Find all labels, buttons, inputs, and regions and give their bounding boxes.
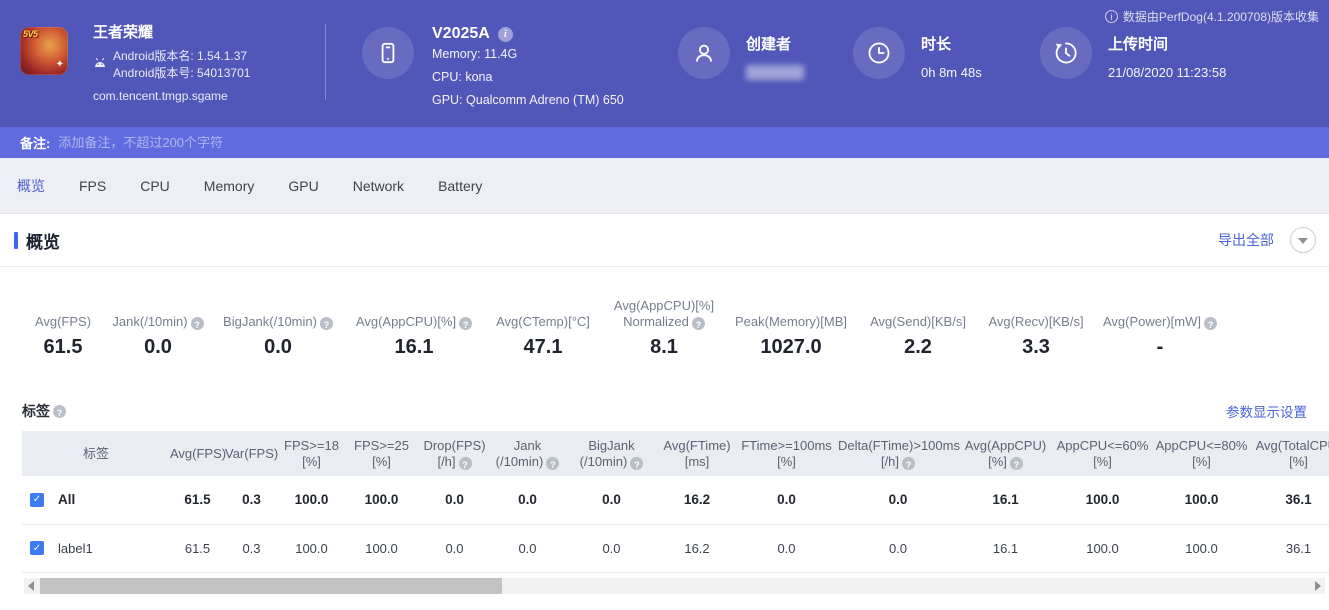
tab-overview[interactable]: 概览 [17, 177, 45, 194]
android-version-code: Android版本号: 54013701 [113, 66, 251, 80]
tab-bar: 概览 FPS CPU Memory GPU Network Battery [0, 158, 1329, 214]
device-memory: Memory: 11.4G [432, 47, 518, 61]
help-icon[interactable] [458, 456, 472, 470]
metric-jank: Jank(/10min) 0.0 [108, 294, 208, 359]
metric-peak-memory: Peak(Memory)[MB] 1027.0 [735, 314, 847, 358]
metric-avg-recv: Avg(Recv)[KB/s] 3.3 [988, 314, 1084, 358]
tab-fps[interactable]: FPS [79, 177, 107, 194]
labels-title: 标签 [22, 403, 50, 419]
report-header: 5V5 王者荣耀 Android版本名: 1.54.1.37 Android版本… [0, 0, 1329, 127]
tab-memory[interactable]: Memory [203, 177, 255, 194]
col-fps-ge25: FPS>=25 [%] [354, 437, 409, 469]
scroll-right-arrow[interactable] [1315, 580, 1321, 591]
tab-network[interactable]: Network [352, 177, 405, 194]
game-app-icon: 5V5 [20, 27, 68, 75]
export-all-link[interactable]: 导出全部 [1218, 232, 1274, 248]
help-icon[interactable] [190, 317, 204, 330]
note-label: 备注: [20, 136, 51, 151]
android-icon [93, 57, 107, 69]
phone-icon [362, 27, 414, 79]
collected-by-note: 数据由PerfDog(4.1.200708)版本收集 [1104, 8, 1319, 25]
tab-cpu[interactable]: CPU [140, 177, 170, 194]
col-avg-ftime: Avg(FTime) [ms] [663, 437, 731, 469]
overview-metrics: Avg(FPS) 61.5 Jank(/10min) 0.0 BigJank(/… [0, 294, 1329, 359]
device-model: V2025A [432, 25, 490, 42]
person-icon [678, 27, 730, 79]
col-label: 标签 [82, 445, 109, 461]
col-delta-ftime: Delta(FTime)>100ms [/h] [838, 431, 960, 476]
metric-avg-appcpu: Avg(AppCPU)[%] 16.1 [348, 294, 480, 359]
checkbox-checked[interactable] [30, 541, 44, 555]
help-icon[interactable] [691, 317, 705, 330]
horizontal-scrollbar[interactable] [24, 577, 1325, 594]
row-name: label1 [58, 540, 93, 556]
metric-avg-send: Avg(Send)[KB/s] 2.2 [870, 314, 966, 358]
table-row-label1: label1 61.5 0.3 100.0 100.0 0.0 0.0 0.0 … [22, 524, 1329, 572]
col-avg-fps: Avg(FPS) [170, 445, 227, 461]
clock-icon [853, 27, 905, 79]
help-icon[interactable] [1009, 456, 1023, 470]
metric-avg-fps: Avg(FPS) 61.5 [34, 314, 92, 358]
help-icon[interactable] [546, 456, 560, 470]
section-marker [14, 231, 18, 249]
info-icon [1104, 10, 1118, 23]
note-bar: 备注: [0, 127, 1329, 158]
overview-section-header: 概览 导出全部 [0, 214, 1329, 267]
collapse-button[interactable] [1290, 227, 1316, 253]
note-input[interactable] [58, 135, 699, 150]
help-icon[interactable] [630, 456, 644, 470]
metric-avg-ctemp: Avg(CTemp)[°C] 47.1 [496, 314, 590, 358]
android-version-name: Android版本名: 1.54.1.37 [113, 49, 248, 63]
5v5-badge: 5V5 [23, 29, 38, 39]
metric-avg-power: Avg(Power)[mW] - [1096, 294, 1224, 359]
row-name: All [58, 492, 76, 508]
duration-label: 时长 [921, 36, 952, 53]
creator-name-redacted [746, 65, 804, 80]
tab-battery[interactable]: Battery [438, 177, 483, 194]
table-header-row: 标签 Avg(FPS) Var(FPS) FPS>=18 [%] FPS>=25[… [22, 431, 1329, 476]
metric-avg-appcpu-normalized: Avg(AppCPU)[%]Normalized 8.1 [606, 294, 722, 359]
col-jank: Jank (/10min) [491, 431, 564, 476]
help-icon[interactable] [459, 317, 473, 330]
duration-value: 0h 8m 48s [921, 65, 982, 80]
col-appcpu-le60: AppCPU<=60% [%] [1056, 437, 1149, 469]
upload-time-label: 上传时间 [1108, 36, 1169, 53]
col-var-fps: Var(FPS) [225, 445, 279, 461]
row-label-cell: label1 [22, 524, 170, 572]
history-clock-icon [1040, 27, 1092, 79]
row-label-cell: All [22, 476, 170, 524]
scrollbar-thumb[interactable] [40, 577, 502, 594]
scroll-left-arrow[interactable] [28, 580, 34, 591]
col-bigjank: BigJank (/10min) [564, 431, 659, 476]
package-name: com.tencent.tmgp.sgame [93, 89, 228, 103]
header-divider [325, 24, 326, 100]
labels-table: 标签 Avg(FPS) Var(FPS) FPS>=18 [%] FPS>=25[… [22, 431, 1329, 573]
metric-bigjank: BigJank(/10min) 0.0 [208, 294, 348, 359]
help-icon[interactable] [319, 317, 333, 330]
labels-section-header: 标签 参数显示设置 [0, 401, 1329, 421]
col-ftime-ge100: FTime>=100ms [%] [741, 437, 832, 469]
device-gpu: GPU: Qualcomm Adreno (TM) 650 [432, 93, 624, 107]
help-icon[interactable] [902, 456, 916, 470]
col-avg-totalcpu: Avg(TotalCPU)[%] [1255, 437, 1329, 469]
app-name: 王者荣耀 [93, 24, 154, 41]
section-title: 概览 [26, 232, 60, 252]
tab-gpu[interactable]: GPU [288, 177, 319, 194]
col-fps-ge18: FPS>=18 [%] [284, 437, 339, 469]
device-cpu: CPU: kona [432, 70, 493, 84]
help-icon[interactable] [1204, 317, 1217, 330]
info-icon[interactable] [497, 26, 513, 42]
col-appcpu-le80: AppCPU<=80% [%] [1155, 437, 1248, 469]
checkbox-checked[interactable] [30, 492, 44, 507]
creator-label: 创建者 [746, 36, 792, 53]
help-icon[interactable] [53, 404, 66, 418]
col-drop-fps: Drop(FPS) [/h] [418, 431, 491, 476]
parameter-display-settings-link[interactable]: 参数显示设置 [1226, 405, 1307, 420]
table-row-all: All 61.5 0.3 100.0 100.0 0.0 0.0 0.0 16.… [22, 476, 1329, 524]
col-avg-appcpu: Avg(AppCPU) [%] [958, 431, 1053, 476]
upload-time-value: 21/08/2020 11:23:58 [1108, 65, 1227, 80]
